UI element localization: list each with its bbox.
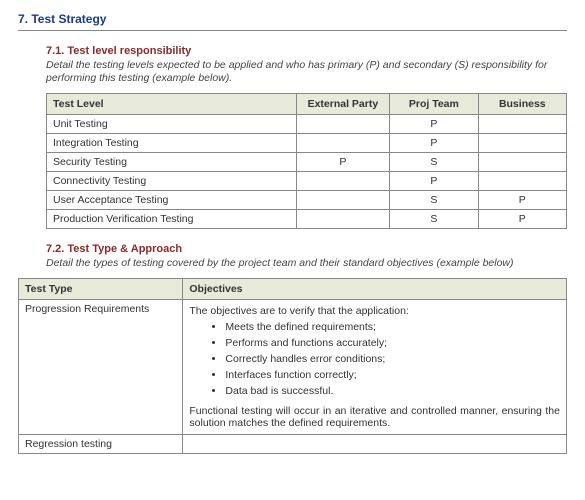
table-row: User Acceptance Testing SP: [47, 191, 567, 210]
cell-level: Connectivity Testing: [47, 172, 297, 191]
test-type-table: Test Type Objectives Progression Require…: [18, 278, 567, 454]
cell-business: [478, 172, 566, 191]
cell-team: S: [390, 210, 478, 229]
list-item: Performs and functions accurately;: [225, 337, 560, 349]
col-header-objectives: Objectives: [183, 279, 567, 300]
cell-level: Unit Testing: [47, 115, 297, 134]
col-header-external: External Party: [296, 94, 390, 115]
col-header-level: Test Level: [47, 94, 297, 115]
table-row: Connectivity Testing P: [47, 172, 567, 191]
cell-external: [296, 172, 390, 191]
cell-level: User Acceptance Testing: [47, 191, 297, 210]
section-7-1-desc: Detail the testing levels expected to be…: [46, 59, 567, 85]
cell-objectives: [183, 435, 567, 454]
cell-business: P: [478, 191, 566, 210]
table-row: Unit Testing P: [47, 115, 567, 134]
section-7-1-title: 7.1. Test level responsibility: [46, 45, 567, 57]
table-row: Progression Requirements The objectives a…: [19, 300, 567, 435]
objectives-outro: Functional testing will occur in an iter…: [189, 405, 560, 429]
table-header-row: Test Type Objectives: [19, 279, 567, 300]
list-item: Data bad is successful.: [225, 385, 560, 397]
cell-team: P: [390, 134, 478, 153]
test-level-table: Test Level External Party Proj Team Busi…: [46, 93, 567, 229]
cell-type: Progression Requirements: [19, 300, 183, 435]
section-7-1: 7.1. Test level responsibility Detail th…: [18, 45, 567, 229]
cell-team: P: [390, 172, 478, 191]
cell-level: Security Testing: [47, 153, 297, 172]
cell-team: P: [390, 115, 478, 134]
table-header-row: Test Level External Party Proj Team Busi…: [47, 94, 567, 115]
cell-external: [296, 134, 390, 153]
page-title: 7. Test Strategy: [18, 12, 567, 31]
cell-business: [478, 134, 566, 153]
list-item: Correctly handles error conditions;: [225, 353, 560, 365]
col-header-team: Proj Team: [390, 94, 478, 115]
cell-external: [296, 210, 390, 229]
objectives-intro: The objectives are to verify that the ap…: [189, 305, 560, 317]
section-7-2-title: 7.2. Test Type & Approach: [46, 243, 567, 255]
cell-team: S: [390, 191, 478, 210]
cell-type: Regression testing: [19, 435, 183, 454]
cell-team: S: [390, 153, 478, 172]
section-7-2-desc: Detail the types of testing covered by t…: [46, 257, 567, 270]
cell-external: [296, 191, 390, 210]
section-7-2: 7.2. Test Type & Approach Detail the typ…: [18, 243, 567, 270]
table-row: Production Verification Testing SP: [47, 210, 567, 229]
col-header-type: Test Type: [19, 279, 183, 300]
cell-level: Integration Testing: [47, 134, 297, 153]
list-item: Interfaces function correctly;: [225, 369, 560, 381]
table-row: Integration Testing P: [47, 134, 567, 153]
list-item: Meets the defined requirements;: [225, 321, 560, 333]
table-row: Regression testing: [19, 435, 567, 454]
cell-level: Production Verification Testing: [47, 210, 297, 229]
cell-business: P: [478, 210, 566, 229]
cell-external: [296, 115, 390, 134]
table-row: Security TestingPS: [47, 153, 567, 172]
col-header-business: Business: [478, 94, 566, 115]
cell-objectives: The objectives are to verify that the ap…: [183, 300, 567, 435]
cell-business: [478, 115, 566, 134]
objectives-list: Meets the defined requirements; Performs …: [189, 321, 560, 397]
cell-external: P: [296, 153, 390, 172]
cell-business: [478, 153, 566, 172]
